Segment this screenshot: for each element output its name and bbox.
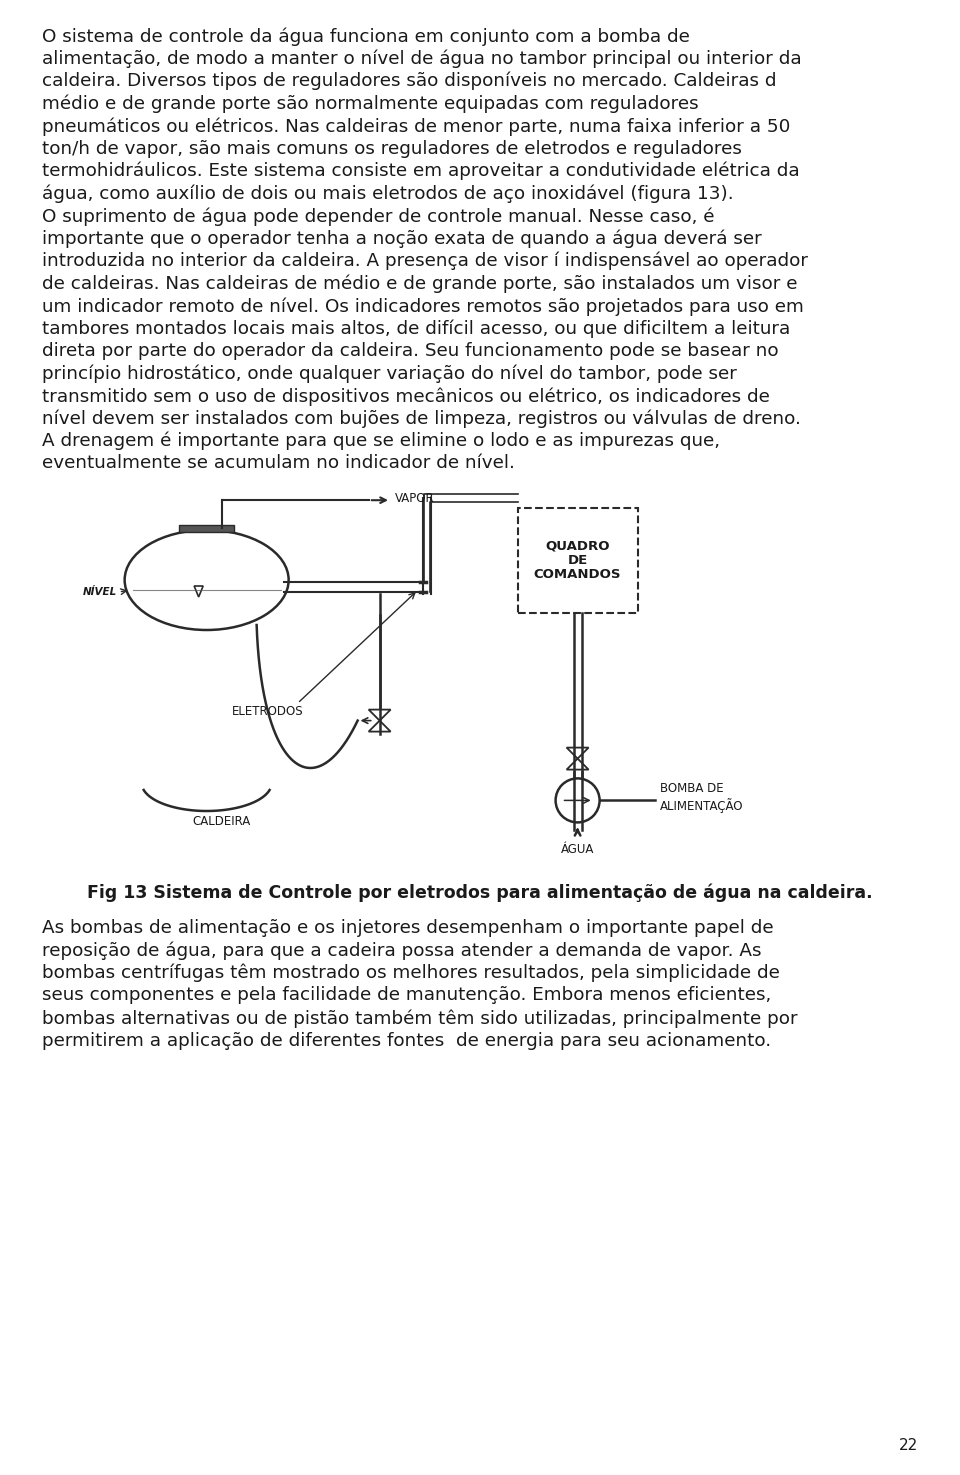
Text: 22: 22 (899, 1438, 918, 1453)
Text: transmitido sem o uso de dispositivos mecânicos ou elétrico, os indicadores de: transmitido sem o uso de dispositivos me… (42, 386, 770, 406)
Text: VAPOR: VAPOR (395, 491, 435, 504)
Bar (517, 507, 637, 612)
Text: ALIMENTAÇÃO: ALIMENTAÇÃO (660, 798, 743, 813)
Text: termohidráulicos. Este sistema consiste em aproveitar a condutividade elétrica d: termohidráulicos. Este sistema consiste … (42, 162, 800, 180)
Text: nível devem ser instalados com bujões de limpeza, registros ou válvulas de dreno: nível devem ser instalados com bujões de… (42, 410, 801, 428)
Text: alimentação, de modo a manter o nível de água no tambor principal ou interior da: alimentação, de modo a manter o nível de… (42, 50, 802, 68)
Text: direta por parte do operador da caldeira. Seu funcionamento pode se basear no: direta por parte do operador da caldeira… (42, 342, 779, 360)
Text: água, como auxílio de dois ou mais eletrodos de aço inoxidável (figura 13).: água, como auxílio de dois ou mais eletr… (42, 184, 733, 204)
Text: Fig 13 Sistema de Controle por eletrodos para alimentação de água na caldeira.: Fig 13 Sistema de Controle por eletrodos… (87, 884, 873, 901)
Text: BOMBA DE: BOMBA DE (660, 782, 723, 795)
Text: princípio hidrostático, onde qualquer variação do nível do tambor, pode ser: princípio hidrostático, onde qualquer va… (42, 364, 737, 384)
Text: permitirem a aplicação de diferentes fontes  de energia para seu acionamento.: permitirem a aplicação de diferentes fon… (42, 1031, 771, 1050)
Text: bombas centrífugas têm mostrado os melhores resultados, pela simplicidade de: bombas centrífugas têm mostrado os melho… (42, 965, 780, 982)
Text: ELETRODOS: ELETRODOS (231, 705, 303, 718)
Text: CALDEIRA: CALDEIRA (193, 816, 251, 827)
Text: COMANDOS: COMANDOS (534, 568, 621, 581)
Text: ton/h de vapor, são mais comuns os reguladores de eletrodos e reguladores: ton/h de vapor, são mais comuns os regul… (42, 140, 742, 158)
Text: NÍVEL: NÍVEL (83, 587, 117, 597)
Text: QUADRO: QUADRO (545, 540, 610, 553)
Text: um indicador remoto de nível. Os indicadores remotos são projetados para uso em: um indicador remoto de nível. Os indicad… (42, 296, 804, 316)
Text: introduzida no interior da caldeira. A presença de visor í indispensável ao oper: introduzida no interior da caldeira. A p… (42, 252, 808, 270)
Bar (180, 525, 234, 532)
Text: caldeira. Diversos tipos de reguladores são disponíveis no mercado. Caldeiras d: caldeira. Diversos tipos de reguladores … (42, 72, 777, 90)
Text: DE: DE (567, 553, 588, 566)
Text: O sistema de controle da água funciona em conjunto com a bomba de: O sistema de controle da água funciona e… (42, 27, 690, 46)
Text: A drenagem é importante para que se elimine o lodo e as impurezas que,: A drenagem é importante para que se elim… (42, 432, 720, 450)
Text: bombas alternativas ou de pistão também têm sido utilizadas, principalmente por: bombas alternativas ou de pistão também … (42, 1009, 798, 1028)
Text: tambores montados locais mais altos, de difícil acesso, ou que dificiltem a leit: tambores montados locais mais altos, de … (42, 320, 790, 338)
Text: reposição de água, para que a cadeira possa atender a demanda de vapor. As: reposição de água, para que a cadeira po… (42, 941, 761, 960)
Text: seus componentes e pela facilidade de manutenção. Embora menos eficientes,: seus componentes e pela facilidade de ma… (42, 987, 771, 1004)
Text: ÁGUA: ÁGUA (561, 844, 594, 856)
Text: eventualmente se acumulam no indicador de nível.: eventualmente se acumulam no indicador d… (42, 454, 515, 472)
Text: pneumáticos ou elétricos. Nas caldeiras de menor parte, numa faixa inferior a 50: pneumáticos ou elétricos. Nas caldeiras … (42, 117, 790, 136)
Text: de caldeiras. Nas caldeiras de médio e de grande porte, são instalados um visor : de caldeiras. Nas caldeiras de médio e d… (42, 274, 798, 294)
Text: As bombas de alimentação e os injetores desempenham o importante papel de: As bombas de alimentação e os injetores … (42, 919, 774, 937)
Text: importante que o operador tenha a noção exata de quando a água deverá ser: importante que o operador tenha a noção … (42, 230, 761, 248)
Text: O suprimento de água pode depender de controle manual. Nesse caso, é: O suprimento de água pode depender de co… (42, 207, 714, 226)
Text: médio e de grande porte são normalmente equipadas com reguladores: médio e de grande porte são normalmente … (42, 94, 699, 114)
